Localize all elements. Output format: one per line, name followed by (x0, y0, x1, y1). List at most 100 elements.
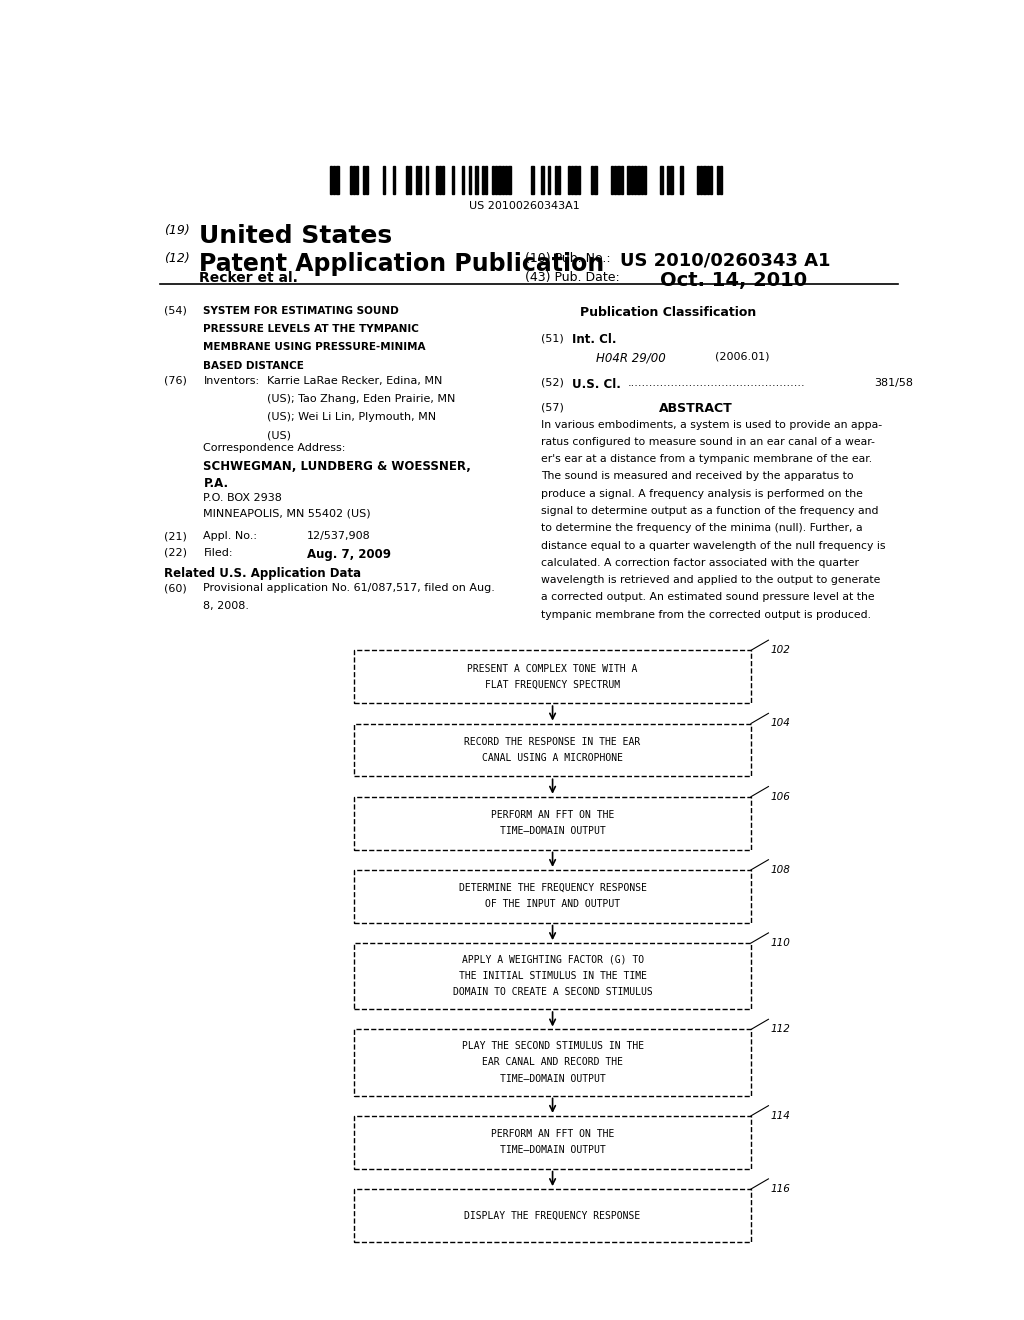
Bar (703, 165, 706, 194)
Text: (US): (US) (267, 430, 291, 441)
FancyBboxPatch shape (354, 1030, 751, 1096)
Bar (392, 165, 395, 194)
Bar (531, 165, 534, 194)
Bar (485, 165, 487, 194)
Text: MEMBRANE USING PRESSURE-MINIMA: MEMBRANE USING PRESSURE-MINIMA (204, 342, 426, 352)
Text: Appl. No.:: Appl. No.: (204, 532, 257, 541)
Text: distance equal to a quarter wavelength of the null frequency is: distance equal to a quarter wavelength o… (541, 541, 885, 550)
Text: THE INITIAL STIMULUS IN THE TIME: THE INITIAL STIMULUS IN THE TIME (459, 972, 646, 981)
Text: (2006.01): (2006.01) (715, 351, 770, 362)
Text: APPLY A WEIGHTING FACTOR (G) TO: APPLY A WEIGHTING FACTOR (G) TO (462, 954, 644, 965)
Text: H04R 29/00: H04R 29/00 (596, 351, 666, 364)
Text: OF THE INPUT AND OUTPUT: OF THE INPUT AND OUTPUT (485, 899, 621, 909)
Text: P.A.: P.A. (204, 477, 228, 490)
FancyBboxPatch shape (354, 870, 751, 923)
Bar (634, 165, 636, 194)
Text: 108: 108 (771, 865, 791, 875)
Text: (57): (57) (541, 403, 563, 412)
Text: Karrie LaRae Recker, Edina, MN: Karrie LaRae Recker, Edina, MN (267, 376, 442, 385)
FancyBboxPatch shape (354, 651, 751, 704)
Bar (409, 165, 412, 194)
Text: United States: United States (200, 224, 392, 248)
Bar (637, 165, 640, 194)
Bar (426, 165, 428, 194)
Bar (696, 165, 699, 194)
Bar (621, 165, 623, 194)
Bar (631, 165, 633, 194)
Bar (406, 165, 409, 194)
Bar (439, 165, 441, 194)
Text: PERFORM AN FFT ON THE: PERFORM AN FFT ON THE (490, 1129, 614, 1139)
Text: SCHWEGMAN, LUNDBERG & WOESSNER,: SCHWEGMAN, LUNDBERG & WOESSNER, (204, 461, 471, 474)
Bar (614, 165, 616, 194)
Text: (22): (22) (164, 548, 186, 557)
Text: DOMAIN TO CREATE A SECOND STIMULUS: DOMAIN TO CREATE A SECOND STIMULUS (453, 987, 652, 998)
Bar (710, 165, 713, 194)
Text: (12): (12) (164, 252, 189, 265)
Text: produce a signal. A frequency analysis is performed on the: produce a signal. A frequency analysis i… (541, 488, 862, 499)
Text: 116: 116 (771, 1184, 791, 1195)
Text: CANAL USING A MICROPHONE: CANAL USING A MICROPHONE (482, 754, 623, 763)
Bar (542, 165, 544, 194)
FancyBboxPatch shape (354, 1115, 751, 1168)
Bar (330, 165, 332, 194)
Bar (356, 165, 358, 194)
Bar (571, 165, 573, 194)
Bar (499, 165, 501, 194)
Text: Correspondence Address:: Correspondence Address: (204, 444, 346, 453)
Text: Related U.S. Application Data: Related U.S. Application Data (164, 568, 361, 579)
Bar (492, 165, 494, 194)
Bar (505, 165, 507, 194)
Bar (333, 165, 335, 194)
Text: Inventors:: Inventors: (204, 376, 259, 385)
Text: Aug. 7, 2009: Aug. 7, 2009 (306, 548, 390, 561)
Text: TIME–DOMAIN OUTPUT: TIME–DOMAIN OUTPUT (500, 826, 605, 837)
Text: In various embodiments, a system is used to provide an appa-: In various embodiments, a system is used… (541, 420, 882, 429)
Bar (594, 165, 597, 194)
Text: EAR CANAL AND RECORD THE: EAR CANAL AND RECORD THE (482, 1057, 623, 1068)
Text: ratus configured to measure sound in an ear canal of a wear-: ratus configured to measure sound in an … (541, 437, 874, 447)
Bar (558, 165, 560, 194)
Text: P.O. BOX 2938: P.O. BOX 2938 (204, 492, 283, 503)
Bar (482, 165, 484, 194)
Text: Oct. 14, 2010: Oct. 14, 2010 (659, 271, 807, 290)
Bar (578, 165, 580, 194)
Bar (660, 165, 663, 194)
Text: (60): (60) (164, 583, 186, 593)
Bar (707, 165, 709, 194)
Bar (680, 165, 683, 194)
Text: US 2010/0260343 A1: US 2010/0260343 A1 (620, 252, 830, 269)
Bar (469, 165, 471, 194)
Bar (502, 165, 504, 194)
Text: PRESENT A COMPLEX TONE WITH A: PRESENT A COMPLEX TONE WITH A (467, 664, 638, 673)
Bar (567, 165, 570, 194)
Text: (54): (54) (164, 306, 186, 315)
Text: Patent Application Publication: Patent Application Publication (200, 252, 605, 276)
Text: to determine the frequency of the minima (null). Further, a: to determine the frequency of the minima… (541, 523, 862, 533)
Bar (700, 165, 702, 194)
FancyBboxPatch shape (354, 797, 751, 850)
Text: ABSTRACT: ABSTRACT (658, 403, 732, 416)
Text: PRESSURE LEVELS AT THE TYMPANIC: PRESSURE LEVELS AT THE TYMPANIC (204, 325, 419, 334)
Text: SYSTEM FOR ESTIMATING SOUND: SYSTEM FOR ESTIMATING SOUND (204, 306, 399, 315)
Bar (591, 165, 593, 194)
Text: 104: 104 (771, 718, 791, 729)
Text: FLAT FREQUENCY SPECTRUM: FLAT FREQUENCY SPECTRUM (485, 680, 621, 690)
Text: (US); Wei Li Lin, Plymouth, MN: (US); Wei Li Lin, Plymouth, MN (267, 412, 436, 422)
Text: 12/537,908: 12/537,908 (306, 532, 371, 541)
Bar (574, 165, 577, 194)
Text: DISPLAY THE FREQUENCY RESPONSE: DISPLAY THE FREQUENCY RESPONSE (465, 1210, 641, 1221)
Text: (US); Tao Zhang, Eden Prairie, MN: (US); Tao Zhang, Eden Prairie, MN (267, 395, 456, 404)
Bar (353, 165, 355, 194)
Text: RECORD THE RESPONSE IN THE EAR: RECORD THE RESPONSE IN THE EAR (465, 737, 641, 747)
Text: 106: 106 (771, 792, 791, 801)
Text: Publication Classification: Publication Classification (580, 306, 756, 318)
Text: BASED DISTANCE: BASED DISTANCE (204, 360, 304, 371)
Text: (51): (51) (541, 333, 563, 343)
FancyBboxPatch shape (354, 1189, 751, 1242)
Bar (462, 165, 464, 194)
Text: Filed:: Filed: (204, 548, 232, 557)
Text: (76): (76) (164, 376, 186, 385)
Text: The sound is measured and received by the apparatus to: The sound is measured and received by th… (541, 471, 853, 482)
Bar (383, 165, 385, 194)
